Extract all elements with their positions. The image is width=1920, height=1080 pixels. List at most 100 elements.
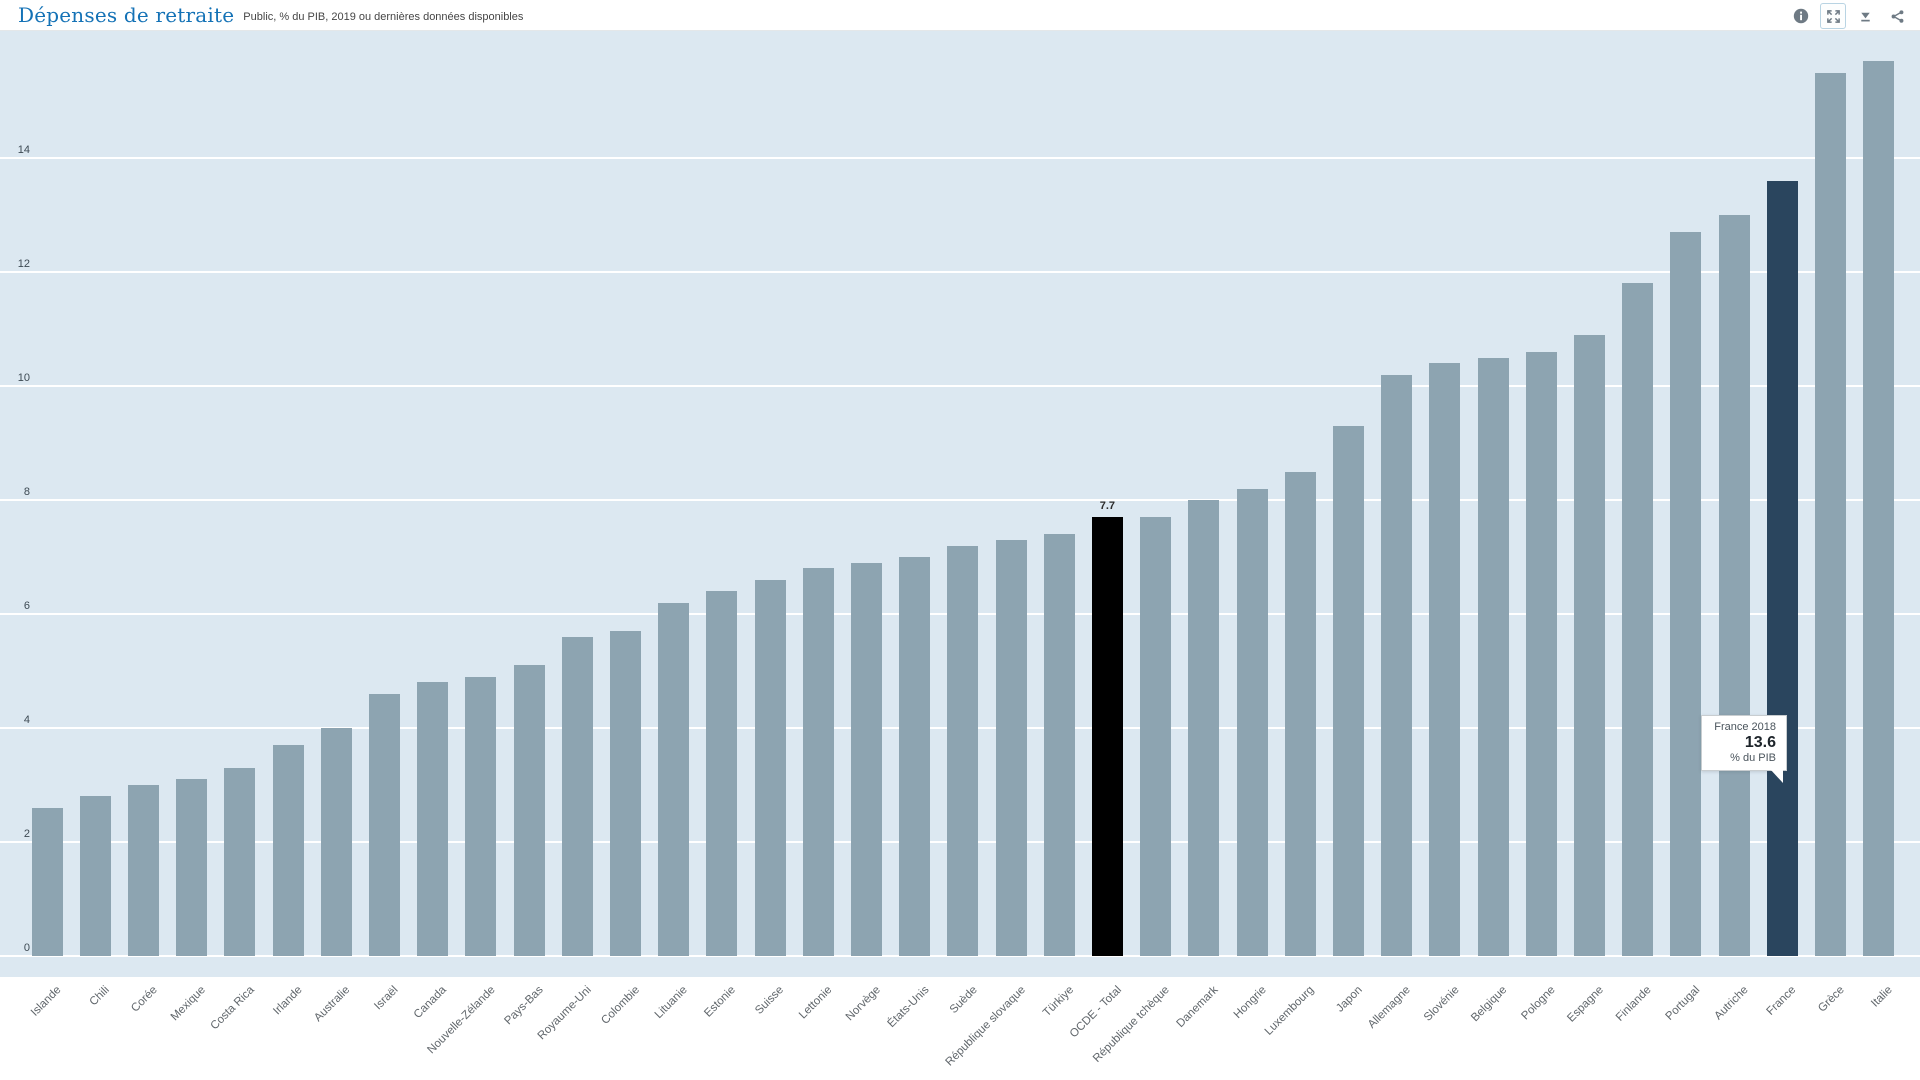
bar[interactable] <box>1236 488 1268 956</box>
bar[interactable] <box>1091 517 1123 956</box>
x-axis-label: Slovénie <box>1421 984 1462 1024</box>
x-axis-label: Italie <box>1869 984 1896 1010</box>
fullscreen-icon[interactable] <box>1820 3 1846 29</box>
bar[interactable] <box>1284 471 1316 956</box>
gridline <box>0 157 1920 159</box>
bar[interactable] <box>1718 215 1750 956</box>
bar[interactable] <box>1140 517 1172 956</box>
share-icon[interactable] <box>1884 3 1910 29</box>
gridline <box>0 499 1920 501</box>
x-axis-label: Estonie <box>702 984 739 1020</box>
x-axis-label: Türkiye <box>1040 984 1076 1020</box>
x-axis-label: Suisse <box>753 984 787 1017</box>
page-title: Dépenses de retraite <box>18 3 235 27</box>
tooltip-value: 13.6 <box>1744 734 1776 751</box>
x-axis-label: Irlande <box>271 984 305 1018</box>
x-axis-label: Pays-Bas <box>502 984 546 1028</box>
tooltip: France 2018 13.6 % du PIB <box>1701 715 1787 783</box>
bar[interactable] <box>1043 534 1075 956</box>
x-axis-label: États-Unis <box>885 984 932 1030</box>
tooltip-series-label: France 2018 <box>1714 721 1776 733</box>
bar[interactable] <box>127 785 159 956</box>
bar[interactable] <box>417 682 449 956</box>
x-axis-label: Allemagne <box>1366 984 1414 1031</box>
bar[interactable] <box>176 779 208 956</box>
gridline <box>0 955 1920 957</box>
bar[interactable] <box>1525 351 1557 956</box>
x-axis-label: Autriche <box>1712 984 1751 1023</box>
y-tick-label: 4 <box>23 714 30 726</box>
bar[interactable] <box>802 568 834 956</box>
y-tick-label: 12 <box>17 258 30 270</box>
x-axis-label: Luxembourg <box>1262 984 1317 1038</box>
bar[interactable] <box>1381 374 1413 956</box>
bar[interactable] <box>1622 283 1654 956</box>
download-icon[interactable] <box>1852 3 1878 29</box>
bar[interactable] <box>899 557 931 956</box>
bar[interactable] <box>1429 363 1461 956</box>
bar[interactable] <box>272 745 304 956</box>
y-tick-label: 8 <box>23 486 30 498</box>
x-axis-label: Mexique <box>168 984 209 1024</box>
x-axis-label: Belgique <box>1469 984 1510 1025</box>
x-axis-label: Japon <box>1334 984 1365 1015</box>
chart-toolbar <box>1788 3 1910 29</box>
x-axis-label: Lituanie <box>653 984 691 1021</box>
x-axis-label: Hongrie <box>1231 984 1269 1021</box>
bar[interactable] <box>561 636 593 956</box>
bar[interactable] <box>513 665 545 956</box>
bar[interactable] <box>79 796 111 956</box>
bar[interactable] <box>320 728 352 956</box>
x-axis-label: Espagne <box>1565 984 1606 1025</box>
tooltip-unit-label: % du PIB <box>1730 752 1776 764</box>
bar[interactable] <box>1332 425 1364 956</box>
x-axis-label: Danemark <box>1174 984 1221 1031</box>
x-axis-label: Colombie <box>599 984 642 1027</box>
bar[interactable] <box>1477 357 1509 956</box>
bar[interactable] <box>1863 61 1895 956</box>
bar[interactable] <box>224 767 256 956</box>
bar[interactable] <box>658 602 690 956</box>
y-tick-label: 2 <box>23 828 30 840</box>
x-axis-label: Pologne <box>1519 984 1558 1023</box>
bar[interactable] <box>1670 232 1702 956</box>
bar-value-label: 7.7 <box>1099 500 1116 513</box>
bar[interactable] <box>1766 180 1798 956</box>
bar[interactable] <box>850 562 882 956</box>
x-axis-label: Corée <box>129 984 160 1015</box>
bar[interactable] <box>1188 500 1220 956</box>
bar[interactable] <box>754 579 786 956</box>
x-axis-label: République slovaque <box>943 984 1028 1069</box>
plot-area: France 2018 13.6 % du PIB 0 2 4 6 8 10 12 14 7.7 <box>0 31 1920 977</box>
x-axis-label: Finlande <box>1614 984 1655 1024</box>
x-axis: Islande Chili Corée Mexique Costa Rica Irland… <box>0 977 1920 1080</box>
y-tick-label: 14 <box>17 144 30 156</box>
info-icon[interactable] <box>1788 3 1814 29</box>
bar[interactable] <box>1573 334 1605 956</box>
y-tick-label: 0 <box>23 942 30 954</box>
x-axis-label: Norvège <box>843 984 883 1024</box>
x-axis-label: Costa Rica <box>208 984 257 1033</box>
x-axis-label: Islande <box>28 984 64 1019</box>
x-axis-label: Portugal <box>1663 984 1703 1023</box>
bar[interactable] <box>31 807 63 956</box>
y-tick-label: 10 <box>17 372 30 384</box>
x-axis-label: Canada <box>412 984 450 1021</box>
bar[interactable] <box>465 676 497 956</box>
bar[interactable] <box>609 631 641 956</box>
x-axis-label: Suède <box>947 984 980 1017</box>
x-axis-label: Grèce <box>1816 984 1847 1015</box>
page-subtitle: Public, % du PIB, 2019 ou dernières donn… <box>243 11 524 23</box>
gridline <box>0 385 1920 387</box>
bar[interactable] <box>368 693 400 956</box>
bar[interactable] <box>706 591 738 956</box>
y-tick-label: 6 <box>23 600 30 612</box>
x-axis-label: Israël <box>372 984 401 1013</box>
x-axis-label: Australie <box>312 984 353 1025</box>
bar[interactable] <box>995 539 1027 956</box>
x-axis-label: France <box>1764 984 1799 1018</box>
bar[interactable] <box>1814 72 1846 956</box>
x-axis-label: Chili <box>87 984 112 1009</box>
gridline <box>0 271 1920 273</box>
bar[interactable] <box>947 545 979 956</box>
